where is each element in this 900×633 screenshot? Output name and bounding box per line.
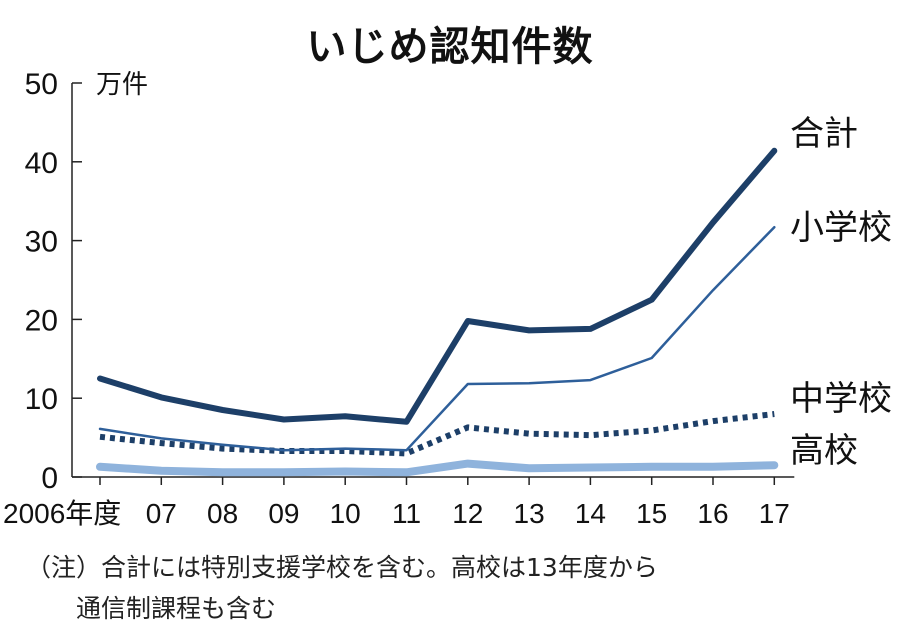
y-tick-label: 20 [25,304,58,337]
x-tick-label: 13 [514,498,545,529]
series-label: 中学校 [790,379,892,419]
series-line [99,411,775,457]
series-label: 小学校 [790,208,892,248]
x-tick-label: 17 [759,498,790,529]
x-tick-label: 11 [392,498,421,529]
footnote-line-2: 通信制課程も含む [76,594,277,623]
series-line [96,459,779,477]
series-lines [96,147,779,477]
x-tick-label: 2006年度 [3,498,121,529]
x-tick-label: 16 [697,498,728,529]
x-tick-label: 08 [207,498,238,529]
footnote-line-1: （注）合計には特別支援学校を含む。高校は13年度から [26,553,658,582]
series-label: 合計 [790,114,858,154]
y-tick-label: 40 [25,147,58,180]
y-tick-label: 30 [25,226,58,259]
series-line [97,147,778,425]
series-label: 高校 [790,431,858,471]
y-tick-label: 0 [41,462,58,495]
x-tick-label: 10 [330,498,361,529]
chart-title: いじめ認知件数 [306,24,594,70]
x-tick-label: 15 [636,498,667,529]
y-axis-unit: 万件 [96,70,148,100]
series-line [98,225,776,452]
y-tick-label: 50 [25,68,58,101]
x-tick-label: 07 [146,498,177,529]
x-tick-label: 12 [452,498,483,529]
x-tick-label: 09 [268,498,299,529]
y-tick-label: 10 [25,383,58,416]
x-tick-label: 14 [575,498,606,529]
axes: 0 10 20 30 40 50 万件 2006年度 07 08 09 10 11 12 13 14 15 16 1… [3,68,795,529]
